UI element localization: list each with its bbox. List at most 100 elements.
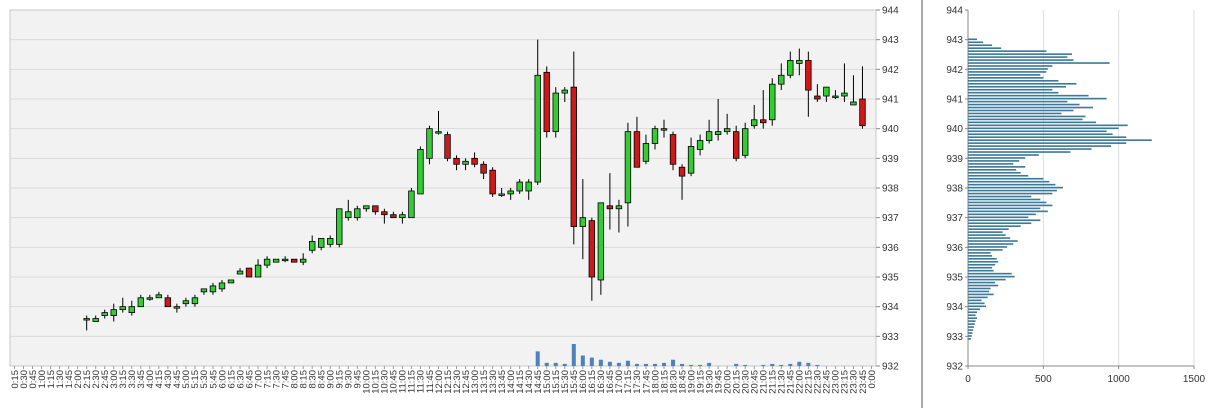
profile-bar (968, 136, 1127, 139)
candle-up (426, 128, 433, 159)
volume-bar (562, 363, 567, 366)
profile-bar (968, 258, 997, 260)
x-tick-label: 14:00 (506, 370, 517, 394)
profile-bar (968, 255, 993, 257)
candle-up (561, 89, 568, 94)
x-tick-label: 17:15 (623, 370, 634, 394)
x-tick-label: 3:15 (118, 370, 129, 389)
profile-bar (968, 85, 1066, 88)
profile-bar (968, 183, 1056, 186)
profile-bar (968, 82, 1077, 85)
x-tick-label: 17:00 (614, 370, 625, 394)
profile-bar (968, 204, 1053, 207)
x-tick-label: 18:30 (668, 370, 679, 394)
candle-down (164, 297, 172, 308)
x-tick-label: 2:30 (91, 370, 102, 389)
profile-bar (968, 278, 1006, 281)
candle-up (263, 258, 271, 266)
x-tick-label: 23:45 (858, 370, 869, 394)
y-tick-label: 938 (882, 184, 899, 195)
x-tick-label: 18:00 (650, 370, 661, 394)
profile-bar (968, 275, 1015, 278)
candle-down (245, 267, 253, 278)
profile-bar (968, 71, 1047, 73)
x-tick-label: 20:30 (740, 370, 751, 394)
x-tick-label: 3:00 (109, 370, 120, 389)
candle-up (92, 318, 99, 322)
candle-down (489, 169, 496, 195)
x-tick-label: 10:30 (380, 370, 391, 394)
profile-bar (968, 133, 1113, 136)
candle-up (435, 131, 442, 134)
y-tick-label: 941 (882, 95, 899, 106)
x-tick-label: 13:30 (488, 370, 499, 394)
profile-bar (968, 169, 1017, 171)
x-tick-label: 1:30 (55, 370, 66, 389)
volume-bar (815, 364, 820, 366)
profile-bar (968, 174, 1029, 177)
profile-bar (968, 228, 1009, 230)
candle-up (714, 131, 722, 135)
candle-up (723, 128, 731, 133)
profile-bar (968, 287, 991, 290)
profile-bar (968, 234, 1006, 236)
x-tick-label: 11:15 (407, 370, 418, 393)
y-tick-label: 937 (946, 213, 963, 224)
volume-bar (652, 363, 657, 366)
x-tick-label: 8:30 (307, 370, 318, 389)
candle-up (696, 140, 704, 150)
candle-up (110, 309, 117, 316)
candle-up (778, 74, 785, 85)
volume-bar (671, 359, 676, 366)
profile-bar (968, 180, 1050, 183)
x-tick-label: 14:45 (533, 370, 544, 394)
x-tick-label: 4:45 (172, 370, 183, 389)
x-tick-label: 4:30 (163, 370, 174, 389)
candle-up (281, 258, 289, 262)
candle-up (128, 306, 135, 313)
profile-bar (968, 109, 1074, 112)
x-tick-label: 19:15 (695, 370, 706, 394)
x-tick-label: 23:15 (840, 370, 851, 394)
profile-bar (968, 154, 1039, 156)
profile-bar (968, 163, 1014, 165)
y-tick-label: 943 (946, 35, 963, 46)
volume-bar (634, 363, 639, 366)
profile-bar (968, 94, 1089, 97)
x-tick-label: 0:30 (19, 370, 30, 389)
y-tick-label: 935 (882, 273, 899, 284)
profile-bar (968, 246, 1008, 248)
profile-bar (968, 44, 993, 47)
x-tick-label: 7:15 (262, 370, 273, 389)
profile-bar (968, 305, 987, 308)
profile-bar (968, 142, 1127, 144)
x-tick-label: 1:45 (64, 370, 75, 389)
profile-bar (968, 77, 1044, 79)
x-tick-label: 16:00 (578, 370, 589, 394)
profile-bar (968, 41, 984, 44)
profile-bar (968, 338, 972, 340)
candle-down (669, 134, 677, 165)
x-tick-label: 2:45 (100, 370, 111, 389)
volume-bar (770, 363, 775, 366)
x-tick-label: 14:15 (515, 370, 526, 394)
x-tick-label: 20:00 (722, 370, 733, 394)
profile-bar (968, 121, 1097, 124)
x-tick-label: 23:00 (831, 370, 842, 394)
candle-up (318, 238, 325, 248)
candle-up (687, 146, 695, 174)
profile-bar (968, 97, 1107, 100)
candle-up (796, 60, 803, 64)
profile-bar (968, 195, 1032, 198)
profile-bar (968, 145, 1112, 147)
candle-up (742, 128, 749, 156)
x-tick-label: 17:45 (641, 370, 652, 394)
candle-up (651, 128, 659, 144)
x-tick-label: 12:15 (443, 370, 454, 394)
candle-up (173, 306, 181, 309)
x-tick-label: 17:30 (632, 370, 643, 394)
profile-bar (968, 106, 1094, 109)
profile-bar (968, 103, 1080, 106)
y-tick-label: 941 (946, 95, 963, 106)
candle-up (182, 300, 190, 305)
